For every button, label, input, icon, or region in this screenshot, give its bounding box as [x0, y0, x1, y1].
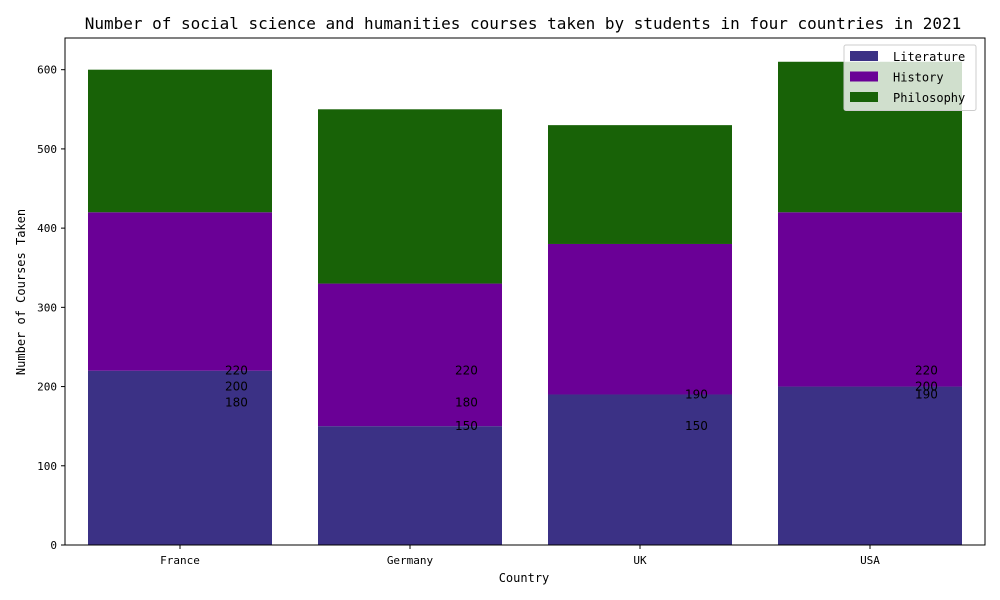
- y-tick-label: 600: [37, 64, 57, 77]
- bar-germany-history: [318, 283, 502, 427]
- data-label: 200: [225, 380, 248, 394]
- legend-swatch-history: [850, 71, 878, 82]
- y-axis: 0 100 200 300 400 500 600: [37, 64, 65, 552]
- bar-germany-philosophy: [318, 109, 502, 284]
- y-tick-label: 500: [37, 143, 57, 156]
- y-tick-label: 300: [37, 301, 57, 314]
- y-tick-label: 200: [37, 381, 57, 394]
- x-tick-label: UK: [633, 554, 647, 567]
- bar-france-history: [88, 212, 272, 371]
- data-label: 190: [685, 387, 708, 401]
- y-tick-label: 100: [37, 460, 57, 473]
- legend-label-literature: Literature: [893, 50, 965, 64]
- x-tick-label: France: [160, 554, 200, 567]
- data-label: 150: [685, 419, 708, 433]
- legend: Literature History Philosophy: [843, 44, 977, 111]
- legend-label-history: History: [893, 71, 944, 85]
- data-label: 190: [915, 387, 938, 401]
- bar-france-literature: [88, 370, 272, 545]
- y-axis-label: Number of Courses Taken: [14, 209, 28, 375]
- x-axis: France Germany UK USA: [160, 545, 880, 567]
- data-label: 150: [455, 419, 478, 433]
- data-label: 220: [915, 364, 938, 378]
- legend-label-philosophy: Philosophy: [893, 91, 965, 105]
- chart-title: Number of social science and humanities …: [85, 14, 962, 33]
- x-axis-label: Country: [499, 571, 550, 585]
- legend-swatch-literature: [850, 51, 878, 61]
- legend-swatch-philosophy: [850, 92, 878, 102]
- bar-usa-history: [778, 212, 962, 387]
- y-tick-label: 0: [50, 539, 57, 552]
- x-tick-label: Germany: [387, 554, 434, 567]
- plot-frame: [64, 37, 986, 546]
- x-tick-label: USA: [860, 554, 880, 567]
- bar-usa-literature: [778, 386, 962, 545]
- data-label: 180: [225, 395, 248, 409]
- bar-france-philosophy: [88, 69, 272, 213]
- bars-group: [88, 61, 962, 545]
- bar-uk-history: [548, 243, 732, 395]
- data-label: 200: [915, 380, 938, 394]
- data-label: 220: [225, 364, 248, 378]
- bar-uk-philosophy: [548, 125, 732, 244]
- bar-uk-literature: [548, 394, 732, 545]
- data-label: 220: [455, 364, 478, 378]
- data-label: 180: [455, 395, 478, 409]
- y-tick-label: 400: [37, 222, 57, 235]
- bar-germany-literature: [318, 426, 502, 545]
